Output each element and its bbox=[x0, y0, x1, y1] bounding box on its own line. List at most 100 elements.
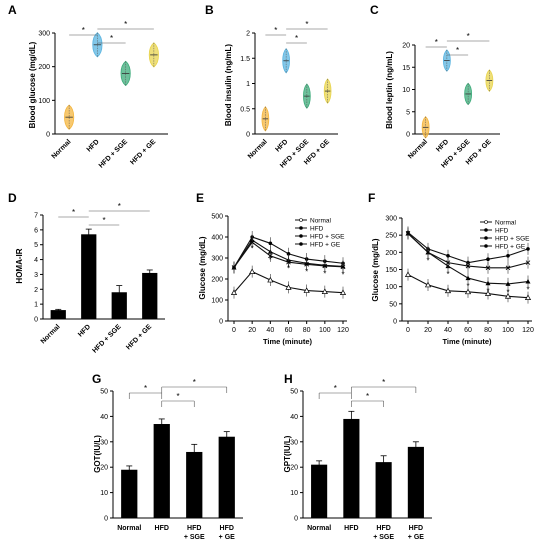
legend-entry: HFD bbox=[310, 225, 324, 232]
y-tick-label: 400 bbox=[211, 235, 223, 242]
y-tick-label: 200 bbox=[385, 250, 397, 257]
significance-star: * bbox=[110, 34, 113, 43]
panel-label: D bbox=[8, 191, 17, 205]
x-tick-label: 120 bbox=[522, 327, 534, 334]
data-point bbox=[446, 253, 450, 258]
y-tick-label: 0 bbox=[104, 516, 108, 523]
bar bbox=[111, 292, 127, 319]
data-point bbox=[485, 265, 491, 271]
y-tick-label: 50 bbox=[290, 389, 298, 396]
y-tick-label: 0 bbox=[246, 132, 250, 139]
y-tick-label: 100 bbox=[211, 298, 223, 305]
data-point bbox=[445, 260, 451, 265]
panel-g: G 0 10 20 30 40 50 GOT(IU/L) Normal HFD HFD + SGE HF… bbox=[92, 372, 243, 541]
category-label: HFD bbox=[344, 525, 358, 532]
panel-label: F bbox=[368, 191, 375, 205]
legend-marker bbox=[484, 244, 488, 248]
y-tick-label: 0 bbox=[393, 319, 397, 326]
data-point bbox=[231, 265, 237, 270]
panel-e: E 0 100 200 300 400 500 Glucose (mg/dL) 0 20 40 60 8… bbox=[196, 191, 349, 346]
legend-marker bbox=[299, 218, 303, 222]
bar bbox=[311, 464, 328, 518]
significance-star: * bbox=[305, 20, 308, 29]
data-point bbox=[268, 253, 273, 259]
category-label: Normal bbox=[117, 525, 141, 532]
y-tick-label: 0.5 bbox=[240, 106, 250, 113]
significance-star: * bbox=[435, 38, 438, 47]
data-point bbox=[286, 259, 291, 265]
significance-star: * bbox=[466, 282, 469, 291]
legend-entry: Normal bbox=[495, 219, 517, 226]
y-tick-label: 300 bbox=[38, 31, 50, 38]
y-tick-label: 250 bbox=[385, 233, 397, 240]
category-label: HFD bbox=[220, 525, 234, 532]
y-tick-label: 0 bbox=[34, 317, 38, 324]
bar bbox=[186, 451, 203, 518]
y-axis-label: Glucose (mg/dL) bbox=[198, 236, 207, 299]
category-label: HFD bbox=[274, 138, 289, 153]
x-axis-label: Time (minute) bbox=[442, 337, 492, 346]
y-tick-label: 10 bbox=[100, 490, 108, 497]
legend-marker bbox=[484, 228, 488, 232]
legend-entry: HFD + SGE bbox=[495, 235, 530, 242]
category-label: HFD bbox=[187, 525, 201, 532]
y-tick-label: 10 bbox=[290, 490, 298, 497]
data-point bbox=[230, 289, 238, 295]
legend-entry: HFD bbox=[495, 227, 509, 234]
y-tick-label: 10 bbox=[402, 87, 410, 94]
category-label: HFD bbox=[155, 525, 169, 532]
y-tick-label: 0 bbox=[294, 516, 298, 523]
legend-marker bbox=[299, 226, 303, 230]
y-axis-label: HOMA-IR bbox=[15, 248, 24, 283]
x-tick-label: 80 bbox=[303, 327, 311, 334]
category-label: Normal bbox=[247, 138, 269, 160]
y-axis-label: Glucose (mg/dL) bbox=[371, 238, 380, 301]
category-label: Normal bbox=[40, 323, 62, 345]
y-tick-label: 200 bbox=[211, 277, 223, 284]
significance-star: * bbox=[446, 270, 449, 279]
significance-star: * bbox=[506, 288, 509, 297]
significance-star: * bbox=[274, 26, 277, 35]
data-point bbox=[424, 281, 432, 288]
significance-star: * bbox=[486, 287, 489, 296]
x-tick-label: 60 bbox=[285, 327, 293, 334]
y-tick-label: 1.5 bbox=[240, 56, 250, 63]
data-point bbox=[505, 265, 511, 271]
data-point bbox=[464, 288, 472, 295]
legend-marker bbox=[484, 220, 488, 224]
data-point bbox=[340, 264, 346, 270]
x-tick-label: 0 bbox=[406, 327, 410, 334]
significance-star: * bbox=[251, 244, 254, 253]
panel-label: E bbox=[196, 191, 204, 205]
x-tick-label: 60 bbox=[464, 327, 472, 334]
y-tick-label: 0 bbox=[219, 319, 223, 326]
y-axis-label: Blood glucose (mg/dL) bbox=[28, 41, 37, 128]
y-tick-label: 200 bbox=[38, 64, 50, 71]
significance-star: * bbox=[456, 46, 459, 55]
category-label: HFD bbox=[376, 525, 390, 532]
y-tick-label: 1 bbox=[246, 81, 250, 88]
y-tick-label: 50 bbox=[100, 389, 108, 396]
significance-star: * bbox=[176, 392, 179, 401]
category-label: HFD bbox=[409, 525, 423, 532]
category-label: Normal bbox=[307, 525, 331, 532]
panel-label: H bbox=[284, 372, 293, 386]
x-tick-label: 100 bbox=[502, 327, 514, 334]
y-tick-label: 100 bbox=[38, 98, 50, 105]
y-tick-label: 15 bbox=[402, 65, 410, 72]
data-point bbox=[524, 294, 532, 301]
significance-star: * bbox=[334, 384, 337, 393]
legend-entry: HFD + SGE bbox=[310, 233, 345, 240]
bar bbox=[81, 234, 97, 319]
significance-star: * bbox=[323, 269, 326, 278]
data-point bbox=[484, 290, 492, 296]
legend-entry: HFD + GE bbox=[495, 243, 526, 250]
data-point bbox=[485, 280, 491, 286]
data-point bbox=[425, 250, 431, 255]
y-axis-label: GOT(IU/L) bbox=[93, 435, 102, 473]
y-tick-label: 30 bbox=[100, 439, 108, 446]
y-tick-label: 5 bbox=[34, 242, 38, 249]
y-tick-label: 0 bbox=[46, 132, 50, 139]
bar bbox=[218, 436, 235, 518]
